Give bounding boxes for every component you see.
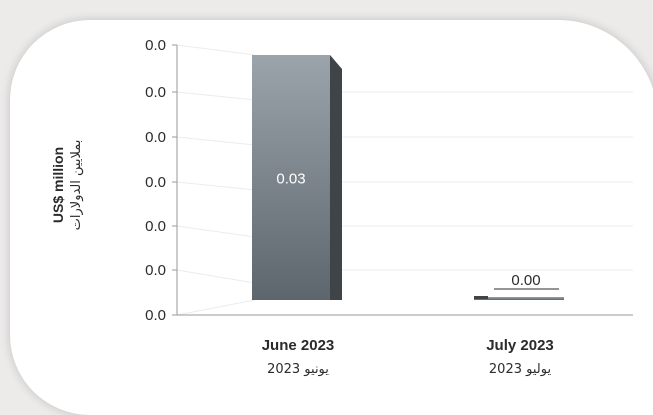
y-tick-label: 0.0	[145, 37, 166, 54]
y-tick-label: 0.0	[145, 84, 166, 101]
y-axis-title-arabic: بملايين الدولارات	[69, 140, 84, 231]
perspective-line	[176, 269, 256, 284]
y-axis-title: US$ million	[50, 147, 66, 223]
y-tick-label: 0.0	[145, 218, 166, 235]
perspective-line	[176, 91, 256, 101]
category-label-arabic: يوليو 2023	[489, 362, 552, 377]
perspective-line	[176, 299, 256, 316]
bar-front	[252, 55, 330, 300]
perspective-line	[176, 181, 256, 191]
y-tick-label: 0.0	[145, 307, 166, 324]
x-axis-labels: June 2023 يونيو 2023 July 2023 يوليو 2023	[262, 337, 554, 377]
perspective-lines	[176, 44, 256, 316]
bars: 0.03 0.00	[252, 55, 564, 300]
category-label: July 2023	[486, 337, 554, 354]
y-axis-ticks: 0.0 0.0 0.0 0.0 0.0 0.0 0.0	[145, 37, 177, 324]
bar: 0.00	[474, 272, 564, 300]
category-label: June 2023	[262, 337, 335, 354]
grid-lines	[340, 91, 633, 316]
perspective-line	[176, 225, 256, 238]
bar-front	[474, 297, 564, 300]
bar-edge	[474, 296, 488, 299]
y-tick-label: 0.0	[145, 262, 166, 279]
bar-value-label: 0.03	[276, 171, 305, 188]
bar-value-label: 0.00	[511, 272, 540, 289]
perspective-line	[176, 136, 256, 146]
category-label-arabic: يونيو 2023	[267, 362, 329, 377]
y-tick-label: 0.0	[145, 129, 166, 146]
bar: 0.03	[252, 55, 342, 300]
y-tick-label: 0.0	[145, 174, 166, 191]
bar-side	[330, 55, 342, 300]
perspective-line	[176, 44, 256, 56]
